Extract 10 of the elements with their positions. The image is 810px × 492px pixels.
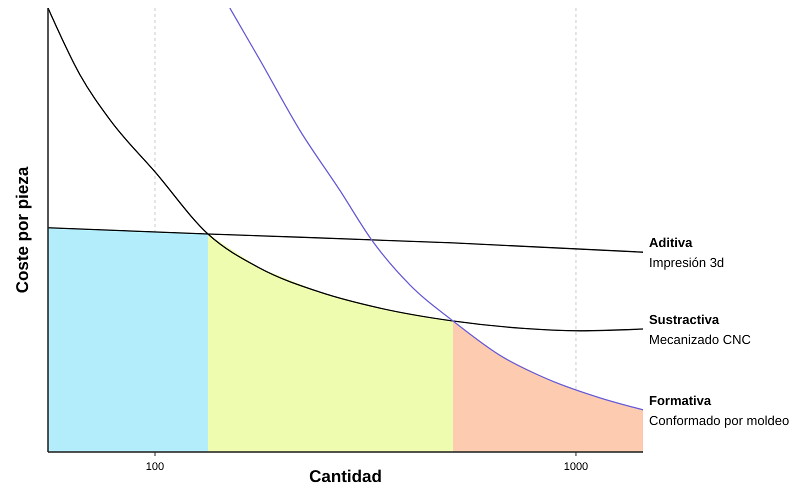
y-axis-title: Coste por pieza — [13, 166, 32, 294]
text: Conformado por moldeo — [649, 412, 790, 428]
series-label: Sustractiva — [649, 312, 720, 328]
text: Mecanizado CNC — [649, 332, 751, 348]
x-tick-label: 1000 — [564, 461, 588, 473]
x-axis-title: Cantidad — [309, 467, 382, 486]
series-label: Aditiva — [649, 235, 694, 250]
text: Impresión 3d — [649, 255, 724, 270]
series-label: Formativa — [649, 392, 712, 408]
x-tick-label: 100 — [146, 461, 164, 473]
